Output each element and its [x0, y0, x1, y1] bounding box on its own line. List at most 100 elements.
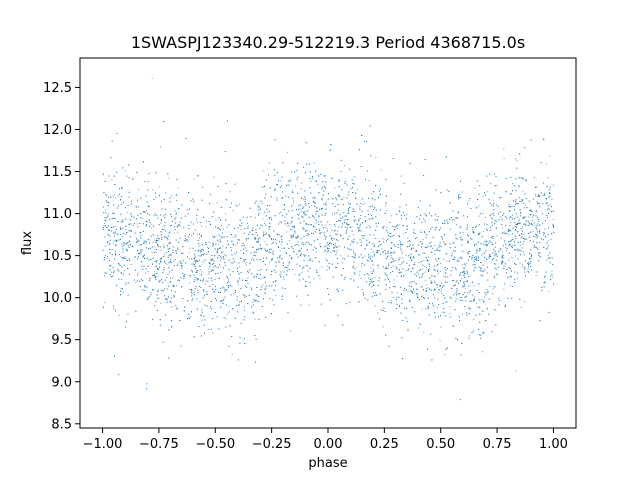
data-point — [113, 240, 115, 242]
data-point — [371, 193, 373, 195]
data-point — [472, 300, 474, 302]
data-point — [444, 276, 446, 278]
data-point — [530, 231, 532, 233]
data-point — [551, 257, 553, 259]
data-point — [128, 177, 130, 179]
data-point — [111, 140, 113, 142]
data-point — [319, 208, 320, 210]
data-point — [335, 225, 336, 227]
data-point — [479, 337, 481, 339]
data-point — [463, 266, 465, 268]
data-point — [426, 284, 428, 286]
data-point — [155, 301, 157, 303]
data-point — [494, 255, 496, 257]
data-point — [156, 249, 158, 250]
data-point — [359, 217, 361, 219]
data-point — [243, 338, 245, 340]
data-point — [305, 243, 307, 245]
data-point — [384, 310, 386, 312]
data-point — [172, 251, 174, 253]
data-point — [104, 302, 106, 303]
data-point — [226, 277, 228, 279]
data-point — [316, 251, 318, 253]
data-point — [254, 335, 256, 336]
data-point — [409, 299, 411, 301]
data-point — [478, 283, 480, 285]
data-point — [156, 240, 158, 241]
data-point — [348, 224, 350, 225]
data-point — [153, 271, 155, 273]
data-point — [175, 304, 177, 306]
data-point — [119, 264, 121, 266]
data-point — [200, 225, 202, 227]
data-point — [506, 248, 508, 250]
data-point — [289, 239, 291, 241]
data-point — [493, 285, 495, 287]
data-point — [208, 268, 210, 270]
data-point — [406, 262, 408, 264]
data-point — [276, 199, 278, 201]
data-point — [179, 221, 181, 223]
data-point — [138, 240, 140, 242]
data-point — [103, 225, 105, 227]
data-point — [539, 206, 541, 208]
data-point — [216, 239, 218, 241]
data-point — [373, 234, 375, 236]
data-point — [542, 231, 544, 233]
data-point — [157, 275, 159, 277]
data-point — [387, 238, 389, 240]
data-point — [176, 307, 178, 309]
data-point — [306, 163, 308, 165]
data-point — [545, 220, 546, 222]
data-point — [548, 212, 550, 214]
data-point — [337, 204, 339, 206]
data-point — [139, 217, 141, 219]
data-point — [321, 197, 323, 199]
data-point — [432, 247, 434, 249]
data-point — [398, 240, 400, 242]
data-point — [275, 295, 277, 297]
data-point — [459, 299, 461, 301]
data-point — [281, 215, 283, 217]
data-point — [289, 228, 291, 230]
data-point — [489, 254, 491, 255]
data-point — [422, 238, 424, 240]
data-point — [545, 163, 547, 165]
data-point — [255, 252, 257, 254]
data-point — [353, 219, 355, 221]
data-point — [310, 180, 312, 182]
data-point — [107, 205, 109, 206]
data-point — [163, 225, 165, 227]
data-point — [455, 269, 457, 270]
data-point — [551, 270, 553, 272]
data-point — [158, 266, 160, 268]
data-point — [258, 206, 260, 208]
data-point — [522, 251, 524, 253]
data-point — [475, 225, 477, 227]
data-point — [328, 248, 330, 249]
data-point — [514, 222, 516, 224]
data-point — [428, 269, 430, 271]
data-point — [473, 330, 474, 332]
data-point — [497, 205, 499, 207]
data-point — [222, 251, 224, 253]
data-point — [274, 174, 276, 176]
data-point — [142, 223, 144, 225]
data-point — [198, 265, 200, 267]
data-point — [343, 279, 345, 280]
data-point — [492, 238, 494, 239]
data-point — [165, 297, 167, 299]
data-point — [509, 219, 511, 220]
data-point — [551, 276, 553, 278]
data-point — [254, 202, 256, 204]
data-point — [281, 298, 283, 300]
data-point — [427, 287, 429, 289]
data-point — [515, 213, 517, 215]
data-point — [124, 170, 126, 172]
data-point — [479, 299, 481, 301]
data-point — [195, 262, 196, 264]
data-point — [102, 206, 104, 208]
data-point — [449, 296, 451, 298]
data-point — [164, 254, 165, 256]
data-point — [478, 233, 480, 235]
